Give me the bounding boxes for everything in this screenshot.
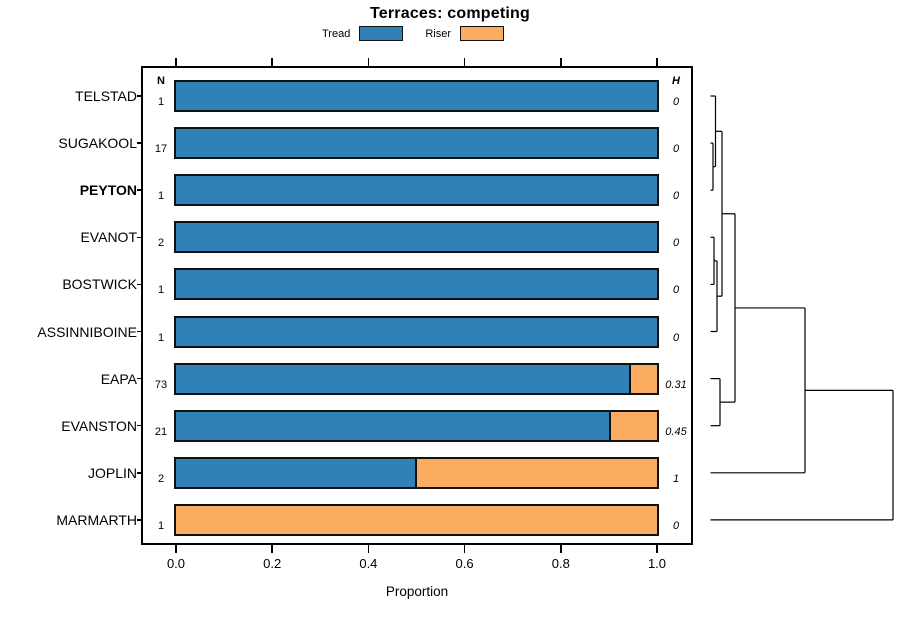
- n-value: 17: [154, 143, 168, 156]
- y-axis-label: ASSINNIBOINE: [37, 323, 137, 340]
- h-value: 0: [672, 237, 680, 250]
- y-axis-tick: [137, 142, 143, 144]
- x-axis-tick-bottom: [175, 545, 177, 553]
- h-value: 0: [672, 190, 680, 203]
- h-value: 0: [672, 96, 680, 108]
- n-value: 21: [154, 425, 168, 438]
- stacked-bar: [174, 456, 659, 489]
- n-value: 2: [157, 472, 165, 485]
- stacked-bar: [174, 80, 659, 112]
- h-value: 0: [672, 284, 680, 297]
- n-value: 2: [157, 237, 165, 250]
- y-axis-tick: [137, 519, 143, 521]
- h-value: 0.31: [665, 378, 687, 391]
- x-axis-tick-bottom: [463, 545, 466, 553]
- x-axis-tick-top: [560, 58, 562, 66]
- stacked-bar: [174, 315, 659, 348]
- h-value: 0: [672, 331, 680, 344]
- x-axis-tick-bottom: [560, 545, 562, 553]
- tread-segment: [176, 364, 631, 393]
- stacked-bar: [174, 409, 659, 442]
- x-axis-tick-top: [656, 58, 658, 66]
- legend: Tread Riser: [0, 26, 826, 41]
- y-axis-label: EAPA: [100, 370, 137, 387]
- n-column-header: N: [157, 75, 165, 87]
- legend-label-tread: Tread: [322, 27, 351, 40]
- y-axis-tick: [137, 424, 143, 427]
- n-value: 1: [157, 284, 165, 297]
- y-axis-label: BOSTWICK: [62, 276, 137, 293]
- tread-segment: [176, 411, 612, 440]
- x-axis-tick-label: 0.6: [455, 556, 474, 571]
- y-axis-label: EVANSTON: [61, 417, 137, 434]
- y-axis-tick: [137, 236, 143, 239]
- h-value: 1: [672, 472, 680, 485]
- x-axis-tick-label: 1.0: [647, 556, 667, 571]
- stacked-bar: [174, 362, 659, 395]
- x-axis-tick-top: [175, 58, 177, 66]
- legend-swatch-tread: [359, 26, 404, 41]
- x-axis-tick-label: 0.4: [359, 556, 378, 571]
- x-axis-tick-bottom: [367, 545, 370, 553]
- x-axis-tick-top: [463, 58, 466, 66]
- x-axis-tick-label: 0.8: [551, 556, 570, 571]
- y-axis-label: TELSTAD: [75, 88, 137, 104]
- x-axis-tick-label: 0.2: [263, 556, 282, 571]
- y-axis-label: MARMARTH: [56, 511, 137, 528]
- stacked-bar: [174, 174, 659, 207]
- h-value: 0: [672, 143, 680, 156]
- y-axis-tick: [137, 283, 143, 286]
- legend-item-tread: Tread: [322, 26, 404, 41]
- n-value: 1: [157, 96, 165, 108]
- legend-swatch-riser: [460, 26, 504, 41]
- n-value: 1: [157, 190, 165, 203]
- x-axis-tick-top: [271, 58, 273, 66]
- legend-label-riser: Riser: [425, 27, 451, 40]
- y-axis-tick: [137, 330, 143, 333]
- y-axis-tick: [137, 95, 143, 97]
- x-axis-tick-bottom: [656, 545, 658, 553]
- y-axis-tick: [137, 189, 143, 191]
- x-axis-tick-bottom: [271, 545, 273, 553]
- y-axis-label: PEYTON: [79, 182, 137, 199]
- n-value: 73: [154, 378, 168, 391]
- tread-segment: [176, 458, 417, 487]
- y-axis-label: JOPLIN: [87, 464, 137, 481]
- h-column-header: H: [672, 75, 680, 87]
- y-axis-label: EVANOT: [80, 229, 137, 246]
- n-value: 1: [157, 331, 165, 344]
- x-axis-tick-top: [367, 58, 370, 66]
- chart-title: Terraces: competing: [370, 5, 530, 22]
- x-axis-title: Proportion: [385, 584, 449, 599]
- h-value: 0: [672, 519, 680, 532]
- h-value: 0.45: [665, 425, 687, 438]
- y-axis-label: SUGAKOOL: [58, 135, 137, 152]
- legend-item-riser: Riser: [425, 26, 504, 41]
- stacked-bar: [174, 127, 659, 160]
- x-axis-tick-label: 0.0: [166, 556, 186, 571]
- n-value: 1: [157, 519, 165, 532]
- stacked-bar: [174, 503, 659, 536]
- y-axis-tick: [137, 377, 143, 380]
- y-axis-tick: [137, 472, 143, 474]
- stacked-bar: [174, 221, 659, 254]
- stacked-bar: [174, 268, 659, 301]
